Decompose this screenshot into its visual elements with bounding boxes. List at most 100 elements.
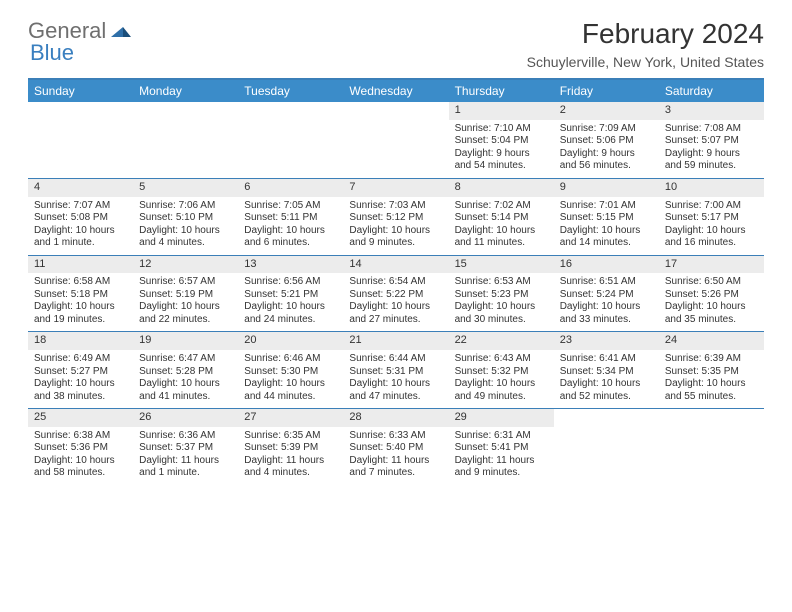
sunrise-text: Sunrise: 7:00 AM: [665, 200, 758, 213]
day-number: 23: [554, 332, 659, 350]
day-header: Wednesday: [343, 80, 448, 102]
sunrise-text: Sunrise: 6:41 AM: [560, 353, 653, 366]
day-number: 25: [28, 409, 133, 427]
sunset-text: Sunset: 5:22 PM: [349, 289, 442, 302]
header: General February 2024 Schuylerville, New…: [28, 18, 764, 70]
daylight-text: Daylight: 10 hours: [244, 301, 337, 314]
calendar-cell: 4Sunrise: 7:07 AMSunset: 5:08 PMDaylight…: [28, 179, 133, 255]
sunset-text: Sunset: 5:07 PM: [665, 135, 758, 148]
daylight-text: and 33 minutes.: [560, 314, 653, 327]
daylight-text: and 24 minutes.: [244, 314, 337, 327]
calendar-cell: 27Sunrise: 6:35 AMSunset: 5:39 PMDayligh…: [238, 409, 343, 485]
day-number: 27: [238, 409, 343, 427]
day-number: 15: [449, 256, 554, 274]
calendar-cell: 22Sunrise: 6:43 AMSunset: 5:32 PMDayligh…: [449, 332, 554, 408]
day-number: 8: [449, 179, 554, 197]
day-number: 9: [554, 179, 659, 197]
daylight-text: Daylight: 10 hours: [139, 301, 232, 314]
calendar-cell: 13Sunrise: 6:56 AMSunset: 5:21 PMDayligh…: [238, 256, 343, 332]
sunset-text: Sunset: 5:24 PM: [560, 289, 653, 302]
calendar-cell: [28, 102, 133, 178]
day-header: Friday: [554, 80, 659, 102]
daylight-text: and 49 minutes.: [455, 391, 548, 404]
sunset-text: Sunset: 5:40 PM: [349, 442, 442, 455]
sunrise-text: Sunrise: 6:31 AM: [455, 430, 548, 443]
day-number: 11: [28, 256, 133, 274]
sunrise-text: Sunrise: 6:57 AM: [139, 276, 232, 289]
daylight-text: Daylight: 10 hours: [560, 301, 653, 314]
day-info: Sunrise: 7:06 AMSunset: 5:10 PMDaylight:…: [133, 197, 238, 255]
day-number: 2: [554, 102, 659, 120]
sunset-text: Sunset: 5:19 PM: [139, 289, 232, 302]
sunrise-text: Sunrise: 6:54 AM: [349, 276, 442, 289]
sunset-text: Sunset: 5:28 PM: [139, 366, 232, 379]
daylight-text: and 52 minutes.: [560, 391, 653, 404]
sunrise-text: Sunrise: 6:58 AM: [34, 276, 127, 289]
location: Schuylerville, New York, United States: [527, 54, 764, 70]
day-number: 6: [238, 179, 343, 197]
day-header: Sunday: [28, 80, 133, 102]
sunset-text: Sunset: 5:41 PM: [455, 442, 548, 455]
calendar-cell: [343, 102, 448, 178]
daylight-text: Daylight: 10 hours: [665, 378, 758, 391]
day-info: Sunrise: 6:39 AMSunset: 5:35 PMDaylight:…: [659, 350, 764, 408]
daylight-text: Daylight: 10 hours: [34, 378, 127, 391]
day-number: 17: [659, 256, 764, 274]
sunset-text: Sunset: 5:06 PM: [560, 135, 653, 148]
sunset-text: Sunset: 5:31 PM: [349, 366, 442, 379]
day-info: Sunrise: 7:02 AMSunset: 5:14 PMDaylight:…: [449, 197, 554, 255]
calendar-week: 18Sunrise: 6:49 AMSunset: 5:27 PMDayligh…: [28, 332, 764, 409]
month-title: February 2024: [527, 18, 764, 50]
daylight-text: Daylight: 10 hours: [139, 378, 232, 391]
calendar-cell: 1Sunrise: 7:10 AMSunset: 5:04 PMDaylight…: [449, 102, 554, 178]
sunrise-text: Sunrise: 7:06 AM: [139, 200, 232, 213]
day-header: Saturday: [659, 80, 764, 102]
day-number: 10: [659, 179, 764, 197]
daylight-text: and 14 minutes.: [560, 237, 653, 250]
day-number: 4: [28, 179, 133, 197]
calendar-cell: 12Sunrise: 6:57 AMSunset: 5:19 PMDayligh…: [133, 256, 238, 332]
daylight-text: Daylight: 10 hours: [349, 378, 442, 391]
day-header: Tuesday: [238, 80, 343, 102]
day-info: Sunrise: 7:01 AMSunset: 5:15 PMDaylight:…: [554, 197, 659, 255]
sunset-text: Sunset: 5:26 PM: [665, 289, 758, 302]
calendar-cell: 8Sunrise: 7:02 AMSunset: 5:14 PMDaylight…: [449, 179, 554, 255]
calendar-week: 1Sunrise: 7:10 AMSunset: 5:04 PMDaylight…: [28, 102, 764, 179]
daylight-text: Daylight: 10 hours: [349, 225, 442, 238]
daylight-text: and 19 minutes.: [34, 314, 127, 327]
daylight-text: Daylight: 10 hours: [244, 378, 337, 391]
day-number: 1: [449, 102, 554, 120]
daylight-text: Daylight: 11 hours: [244, 455, 337, 468]
day-info: Sunrise: 6:51 AMSunset: 5:24 PMDaylight:…: [554, 273, 659, 331]
day-header-row: Sunday Monday Tuesday Wednesday Thursday…: [28, 80, 764, 102]
sunset-text: Sunset: 5:27 PM: [34, 366, 127, 379]
sunrise-text: Sunrise: 6:33 AM: [349, 430, 442, 443]
calendar-cell: 23Sunrise: 6:41 AMSunset: 5:34 PMDayligh…: [554, 332, 659, 408]
sunset-text: Sunset: 5:37 PM: [139, 442, 232, 455]
calendar-week: 4Sunrise: 7:07 AMSunset: 5:08 PMDaylight…: [28, 179, 764, 256]
day-number: 7: [343, 179, 448, 197]
calendar: Sunday Monday Tuesday Wednesday Thursday…: [28, 78, 764, 485]
day-info: Sunrise: 7:10 AMSunset: 5:04 PMDaylight:…: [449, 120, 554, 178]
daylight-text: and 6 minutes.: [244, 237, 337, 250]
daylight-text: Daylight: 10 hours: [560, 378, 653, 391]
daylight-text: and 58 minutes.: [34, 467, 127, 480]
day-info: Sunrise: 7:09 AMSunset: 5:06 PMDaylight:…: [554, 120, 659, 178]
daylight-text: Daylight: 9 hours: [455, 148, 548, 161]
sunrise-text: Sunrise: 6:50 AM: [665, 276, 758, 289]
sunrise-text: Sunrise: 7:03 AM: [349, 200, 442, 213]
daylight-text: and 41 minutes.: [139, 391, 232, 404]
sunrise-text: Sunrise: 6:53 AM: [455, 276, 548, 289]
sunrise-text: Sunrise: 6:44 AM: [349, 353, 442, 366]
title-block: February 2024 Schuylerville, New York, U…: [527, 18, 764, 70]
day-number: 18: [28, 332, 133, 350]
calendar-cell: 15Sunrise: 6:53 AMSunset: 5:23 PMDayligh…: [449, 256, 554, 332]
calendar-cell: 17Sunrise: 6:50 AMSunset: 5:26 PMDayligh…: [659, 256, 764, 332]
day-number: 16: [554, 256, 659, 274]
day-info: Sunrise: 6:36 AMSunset: 5:37 PMDaylight:…: [133, 427, 238, 485]
daylight-text: and 9 minutes.: [455, 467, 548, 480]
calendar-week: 25Sunrise: 6:38 AMSunset: 5:36 PMDayligh…: [28, 409, 764, 485]
sunset-text: Sunset: 5:12 PM: [349, 212, 442, 225]
sunset-text: Sunset: 5:04 PM: [455, 135, 548, 148]
daylight-text: Daylight: 10 hours: [665, 225, 758, 238]
